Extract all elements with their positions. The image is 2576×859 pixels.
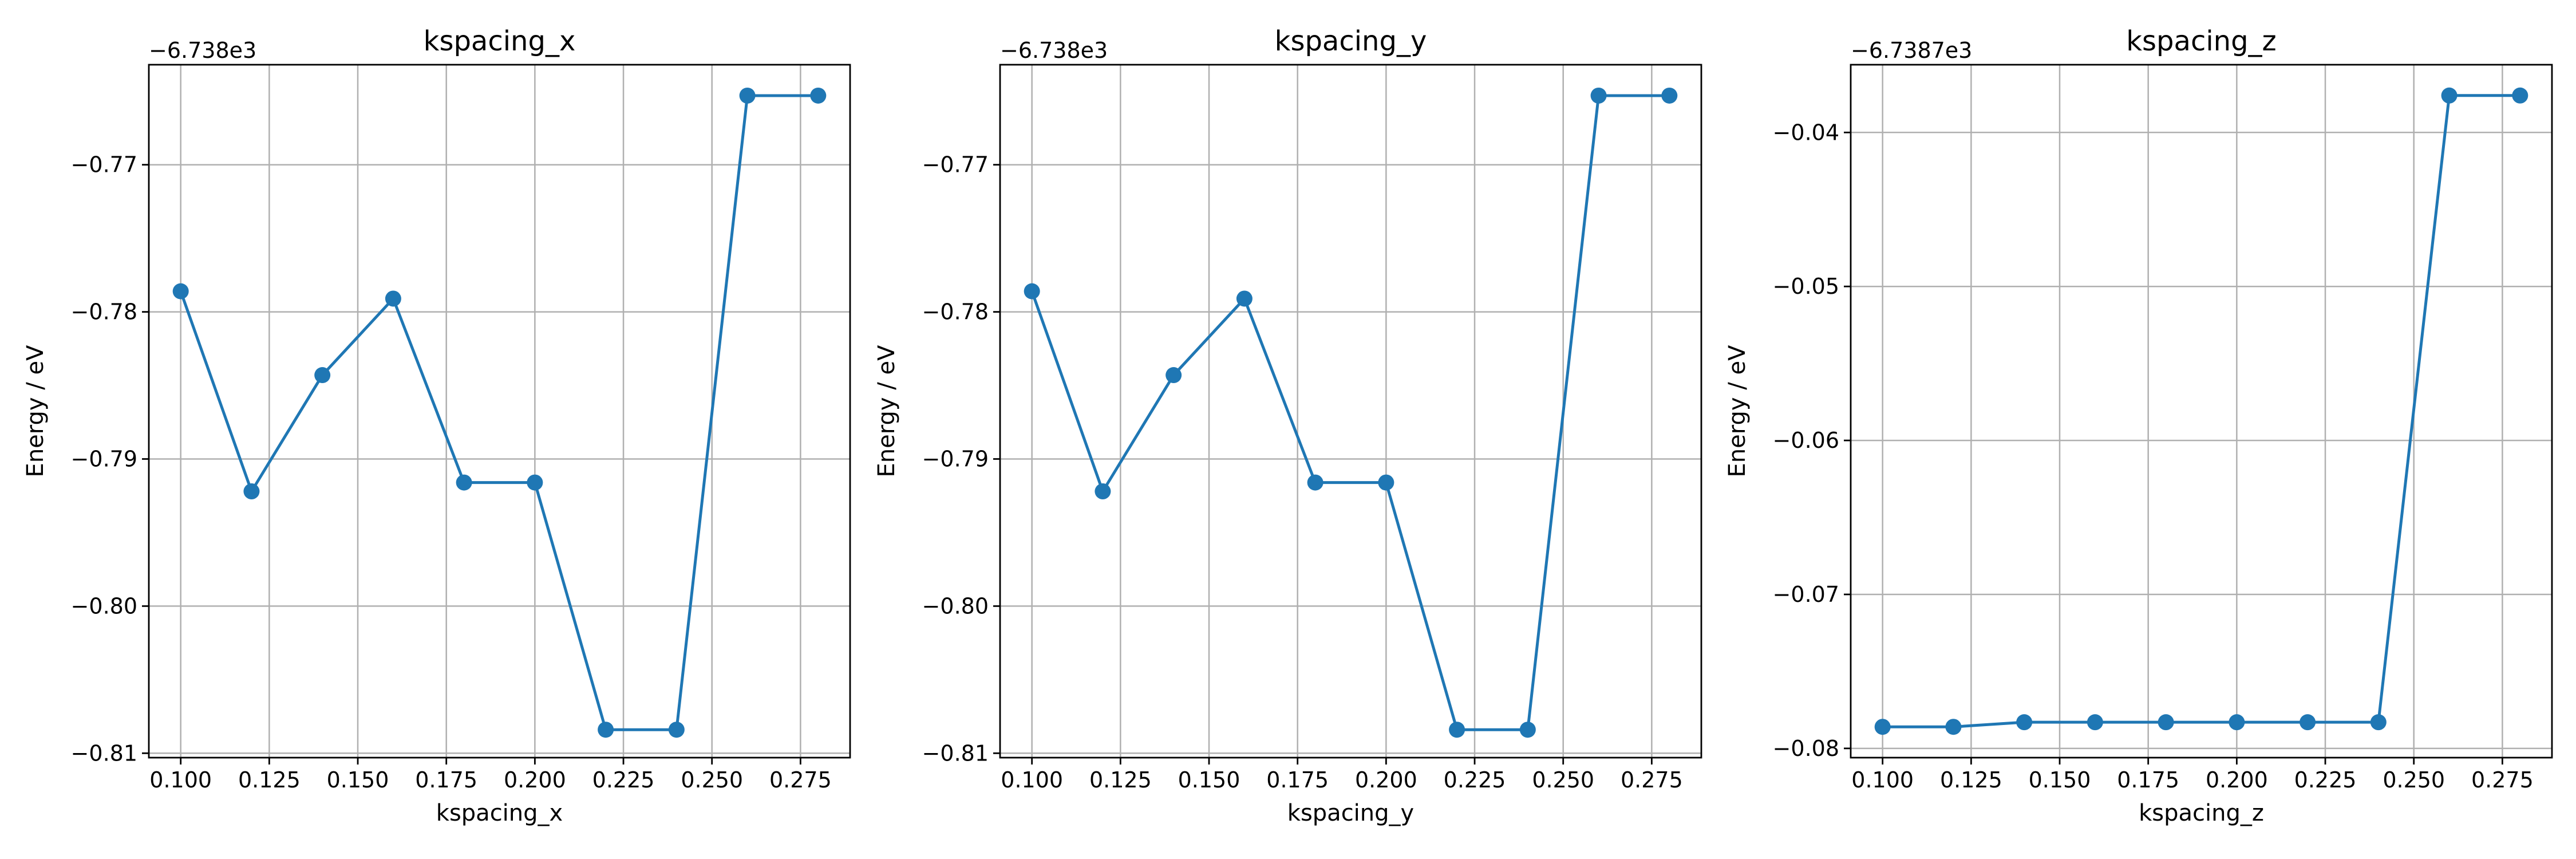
- subplots: 0.100 0.125 0.150 0.175 0.200 0.225 0.250 0.275…: [22, 25, 2553, 826]
- data-point: [2370, 714, 2387, 731]
- x-tick-label: 0.200: [504, 767, 566, 793]
- x-tick-label: 0.250: [2383, 767, 2445, 793]
- x-tick-label: 0.175: [1266, 767, 1329, 793]
- axes-frame: [148, 64, 851, 759]
- x-tick-label: 0.100: [1851, 767, 1914, 793]
- y-axis-label: Energy / eV: [1724, 345, 1751, 478]
- data-point: [2087, 714, 2103, 731]
- x-tick-label: 0.150: [2029, 767, 2091, 793]
- subplot-2: 0.100 0.125 0.150 0.175 0.200 0.225 0.250 0.275…: [874, 25, 1702, 826]
- data-point: [2016, 714, 2033, 731]
- data-point: [2512, 87, 2528, 104]
- y-offset-label: −6.738e3: [149, 38, 256, 63]
- x-tick-label: 0.150: [327, 767, 389, 793]
- data-point: [598, 722, 614, 738]
- data-point: [739, 87, 756, 104]
- y-tick-label: −0.81: [922, 740, 989, 766]
- x-tick-label: 0.250: [681, 767, 743, 793]
- data-point: [1236, 290, 1253, 307]
- y-tick-label: −0.07: [1773, 582, 1839, 607]
- y-tick-label: −0.79: [922, 446, 989, 471]
- data-point: [1024, 283, 1040, 300]
- data-point: [1945, 719, 1962, 735]
- x-tick-label: 0.200: [2206, 767, 2268, 793]
- data-point: [1590, 87, 1607, 104]
- y-tick-label: −0.77: [71, 152, 137, 178]
- data-point: [172, 283, 189, 300]
- data-point: [456, 474, 472, 491]
- data-point: [2300, 714, 2316, 731]
- data-point: [2158, 714, 2174, 731]
- data-point: [1165, 367, 1182, 384]
- y-axis-label: Energy / eV: [22, 345, 49, 478]
- y-offset-label: −6.738e3: [1000, 38, 1108, 63]
- axes-frame: [1850, 64, 2553, 759]
- data-point: [1095, 483, 1111, 500]
- x-tick-label: 0.200: [1355, 767, 1417, 793]
- series-line: [1882, 94, 2520, 728]
- subplot-1: 0.100 0.125 0.150 0.175 0.200 0.225 0.250 0.275…: [22, 25, 851, 826]
- data-point: [1378, 474, 1394, 491]
- x-tick-label: 0.100: [149, 767, 212, 793]
- x-tick-label: 0.275: [2471, 767, 2534, 793]
- series-line: [179, 94, 819, 731]
- data-point: [2441, 87, 2458, 104]
- x-axis-label: kspacing_y: [1287, 800, 1414, 826]
- y-tick-label: −0.04: [1773, 120, 1839, 145]
- x-axis-label: kspacing_z: [2139, 800, 2264, 826]
- x-tick-label: 0.175: [2117, 767, 2179, 793]
- data-point: [668, 722, 685, 738]
- x-tick-label: 0.125: [238, 767, 301, 793]
- data-point: [243, 483, 260, 500]
- x-tick-label: 0.250: [1532, 767, 1594, 793]
- data-point: [1661, 87, 1678, 104]
- y-tick-label: −0.78: [922, 300, 989, 325]
- y-offset-label: −6.7387e3: [1851, 38, 1972, 63]
- x-tick-label: 0.125: [1089, 767, 1152, 793]
- chart-title: kspacing_x: [424, 25, 576, 57]
- x-tick-label: 0.225: [1444, 767, 1506, 793]
- y-tick-label: −0.05: [1773, 274, 1839, 299]
- x-tick-label: 0.275: [769, 767, 832, 793]
- chart-title: kspacing_z: [2126, 25, 2277, 57]
- y-tick-label: −0.06: [1773, 428, 1839, 453]
- axes-frame: [999, 64, 1702, 759]
- x-axis-label: kspacing_x: [436, 800, 563, 826]
- y-tick-label: −0.81: [71, 740, 137, 766]
- y-tick-label: −0.08: [1773, 736, 1839, 761]
- data-point: [314, 367, 331, 384]
- chart-title: kspacing_y: [1275, 25, 1427, 57]
- x-tick-label: 0.150: [1178, 767, 1240, 793]
- y-tick-label: −0.79: [71, 446, 137, 471]
- x-tick-label: 0.100: [1001, 767, 1063, 793]
- data-point: [1307, 474, 1323, 491]
- data-point: [1519, 722, 1536, 738]
- series-line: [1030, 94, 1670, 731]
- x-tick-label: 0.125: [1940, 767, 2002, 793]
- data-point: [1874, 719, 1891, 735]
- x-tick-label: 0.275: [1621, 767, 1683, 793]
- x-tick-label: 0.175: [415, 767, 477, 793]
- y-axis-label: Energy / eV: [874, 345, 900, 478]
- data-point: [1449, 722, 1465, 738]
- data-point: [2229, 714, 2245, 731]
- x-tick-label: 0.225: [2294, 767, 2357, 793]
- x-tick-label: 0.225: [592, 767, 655, 793]
- y-tick-label: −0.80: [922, 593, 989, 618]
- y-tick-label: −0.77: [922, 152, 989, 178]
- data-point: [527, 474, 543, 491]
- data-point: [385, 290, 401, 307]
- subplot-3: 0.100 0.125 0.150 0.175 0.200 0.225 0.250 0.275…: [1724, 25, 2553, 826]
- y-tick-label: −0.78: [71, 300, 137, 325]
- data-point: [810, 87, 827, 104]
- y-tick-label: −0.80: [71, 593, 137, 618]
